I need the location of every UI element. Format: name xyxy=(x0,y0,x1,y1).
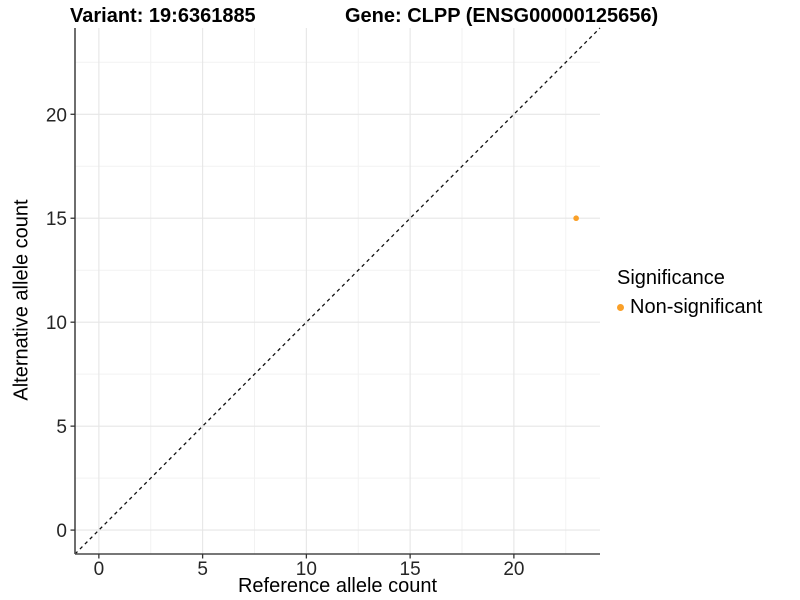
variant-title: Variant: 19:6361885 xyxy=(70,5,256,27)
x-tick-label: 0 xyxy=(94,559,105,580)
identity-line xyxy=(74,27,601,555)
legend-item-label: Non-significant xyxy=(630,296,763,318)
y-tick-label: 10 xyxy=(46,313,67,334)
legend-point-swatch xyxy=(617,304,624,311)
x-tick-label: 20 xyxy=(503,559,524,580)
legend: Significance Non-significant xyxy=(617,267,762,319)
y-tick-label: 0 xyxy=(56,521,67,542)
gene-title: Gene: CLPP (ENSG00000125656) xyxy=(345,5,659,27)
legend-item-non-significant: Non-significant xyxy=(617,296,762,319)
x-axis-label: Reference allele count xyxy=(237,575,437,597)
x-tick-label: 5 xyxy=(197,559,208,580)
y-tick-label: 5 xyxy=(56,417,67,438)
y-tick-label: 15 xyxy=(46,209,67,230)
y-axis-label: Alternative allele count xyxy=(10,199,33,401)
data-point xyxy=(573,215,579,222)
legend-title: Significance xyxy=(617,267,725,289)
y-tick-label: 20 xyxy=(46,105,67,126)
x-tick-label: 15 xyxy=(400,559,421,580)
x-tick-label: 10 xyxy=(296,559,317,580)
